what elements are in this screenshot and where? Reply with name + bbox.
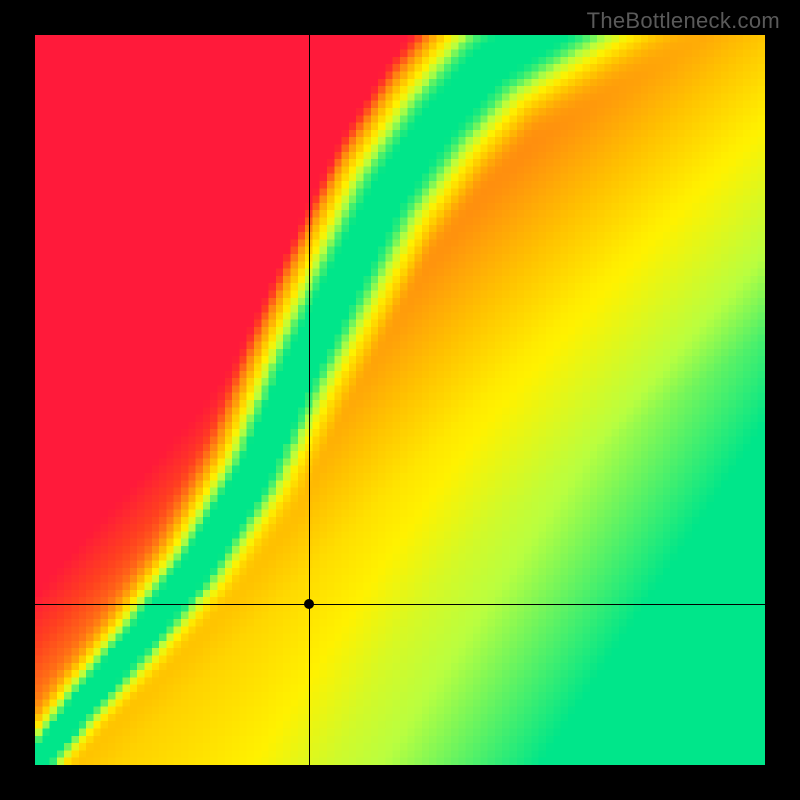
crosshair-marker xyxy=(304,599,314,609)
chart-container: TheBottleneck.com xyxy=(0,0,800,800)
watermark-text: TheBottleneck.com xyxy=(587,8,780,34)
crosshair-vertical xyxy=(309,35,310,765)
heatmap-canvas xyxy=(35,35,765,765)
crosshair-horizontal xyxy=(35,604,765,605)
plot-area xyxy=(35,35,765,765)
